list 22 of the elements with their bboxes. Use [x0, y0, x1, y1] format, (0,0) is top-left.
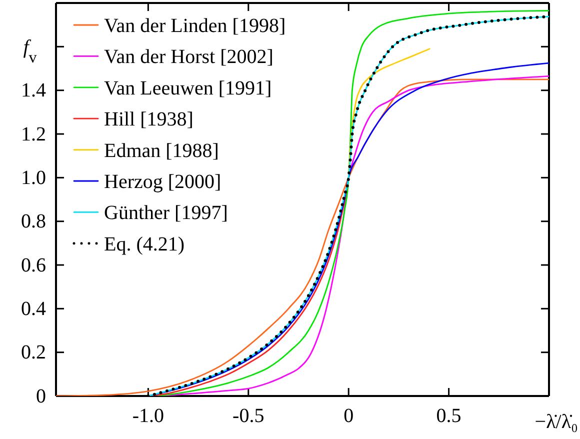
x-tick-label: -0.5 [232, 405, 264, 428]
y-tick-label: 1.2 [21, 123, 46, 146]
legend-label: Herzog [2000] [104, 171, 222, 193]
x-tick-label: -1.0 [132, 405, 164, 428]
x-axis-title: −λ̇/λ̇₀ [534, 411, 578, 433]
legend-label: Van der Linden [1998] [104, 15, 286, 37]
y-tick-label: 0 [36, 385, 46, 408]
legend-label: Edman [1988] [104, 140, 219, 162]
y-tick-label: 1.0 [21, 167, 46, 190]
legend-label: Van der Horst [2002] [104, 46, 274, 68]
y-tick-label: 0.8 [21, 210, 46, 233]
legend-label: Günther [1997] [104, 202, 228, 224]
y-tick-label: 0.4 [21, 298, 46, 320]
legend-label: Eq. (4.21) [104, 233, 185, 256]
y-tick-label: 0.2 [21, 342, 46, 364]
legend-label: Hill [1938] [104, 108, 194, 131]
x-tick-label: 0.5 [436, 405, 462, 428]
y-tick-label: 1.4 [21, 80, 46, 102]
legend-label: Van Leeuwen [1991] [104, 77, 272, 100]
x-tick-label: 0 [344, 405, 354, 428]
y-tick-label: 0.6 [21, 254, 46, 276]
y-axis-title: f$_{v}$ [23, 36, 37, 66]
